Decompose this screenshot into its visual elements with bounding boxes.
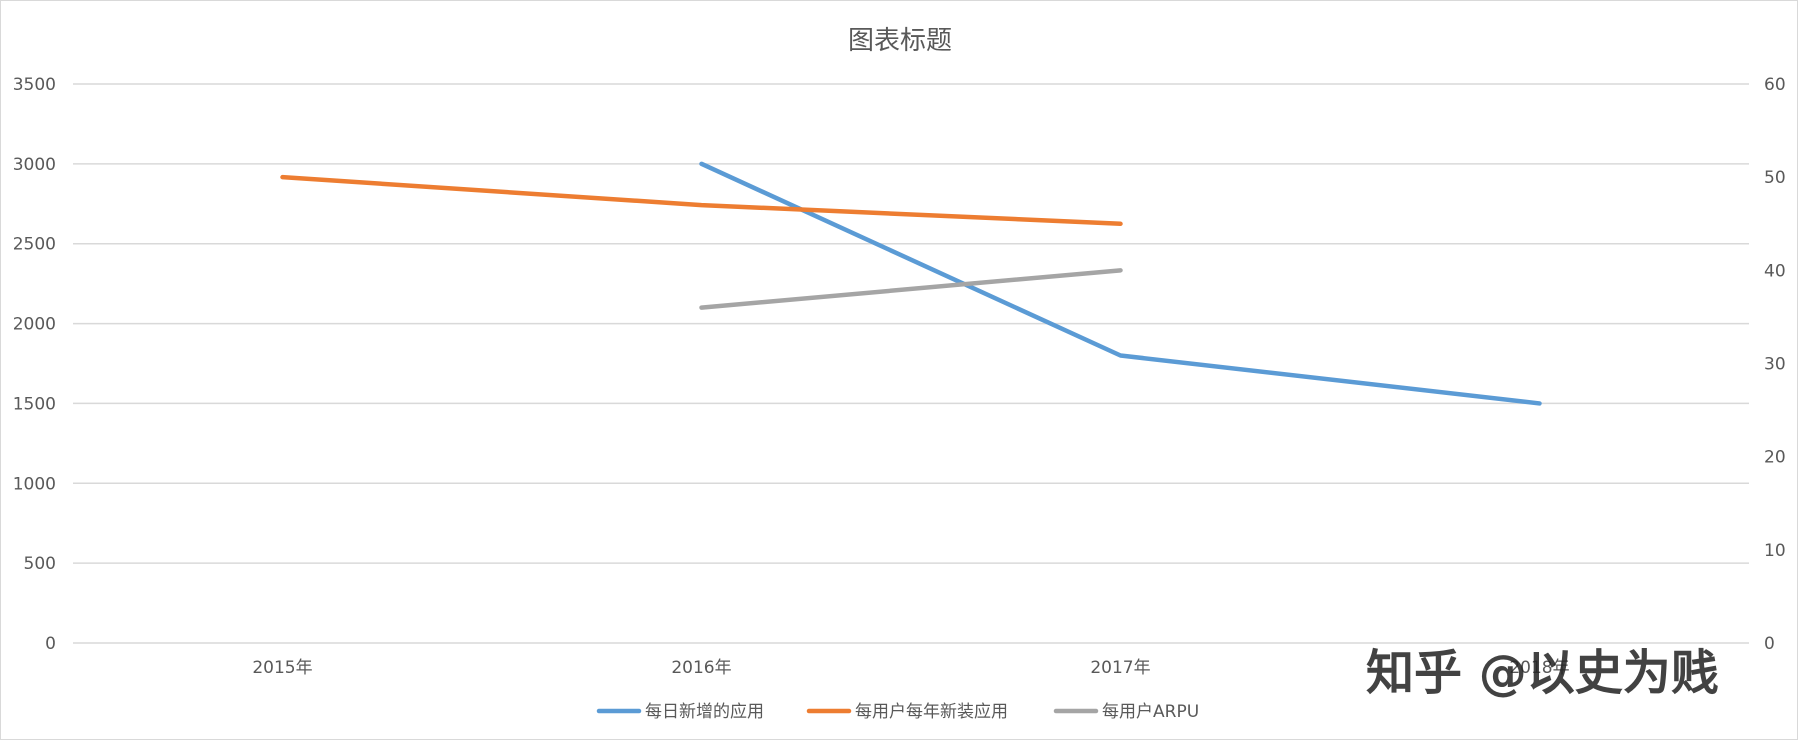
right-axis-tick-label: 40 <box>1764 261 1786 281</box>
gridlines <box>73 83 1749 644</box>
x-axis-tick-label: 2017年 <box>1090 658 1150 678</box>
left-axis-tick-label: 1000 <box>13 474 56 494</box>
left-axis-tick-label: 3000 <box>13 155 56 175</box>
left-axis-ticks: 0 500 1000 1500 2000 2500 3000 3500 <box>13 75 56 654</box>
chart-title: 图表标题 <box>848 26 952 56</box>
legend-label: 每日新增的应用 <box>645 702 764 722</box>
right-axis-tick-label: 50 <box>1764 168 1786 188</box>
right-axis-tick-label: 30 <box>1764 355 1786 375</box>
right-axis-tick-label: 20 <box>1764 448 1786 468</box>
right-axis-ticks: 0 10 20 30 40 50 60 <box>1764 75 1786 654</box>
right-axis-tick-label: 60 <box>1764 75 1786 95</box>
right-axis-tick-label: 0 <box>1764 634 1775 654</box>
legend-label: 每用户ARPU <box>1102 702 1199 722</box>
series-line <box>280 174 1123 226</box>
left-axis-tick-label: 0 <box>45 634 56 654</box>
x-axis-tick-label: 2015年 <box>252 658 312 678</box>
left-axis-tick-label: 2000 <box>13 315 56 335</box>
left-axis-tick-label: 1500 <box>13 394 56 414</box>
watermark-text: 知乎 @以史为贱 <box>1366 645 1719 701</box>
x-axis-tick-label: 2018年 <box>1509 658 1569 678</box>
series-lines <box>280 161 1542 406</box>
left-axis-tick-label: 500 <box>24 554 56 574</box>
legend: 每日新增的应用 每用户每年新装应用 每用户ARPU <box>596 702 1199 722</box>
left-axis-tick-label: 2500 <box>13 235 56 255</box>
legend-label: 每用户每年新装应用 <box>855 702 1008 722</box>
series-line <box>699 268 1123 310</box>
right-axis-tick-label: 10 <box>1764 541 1786 561</box>
x-axis-ticks: 2015年 2016年 2017年 2018年 <box>252 658 1569 678</box>
x-axis-tick-label: 2016年 <box>671 658 731 678</box>
series-line <box>699 161 1542 406</box>
left-axis-tick-label: 3500 <box>13 75 56 95</box>
